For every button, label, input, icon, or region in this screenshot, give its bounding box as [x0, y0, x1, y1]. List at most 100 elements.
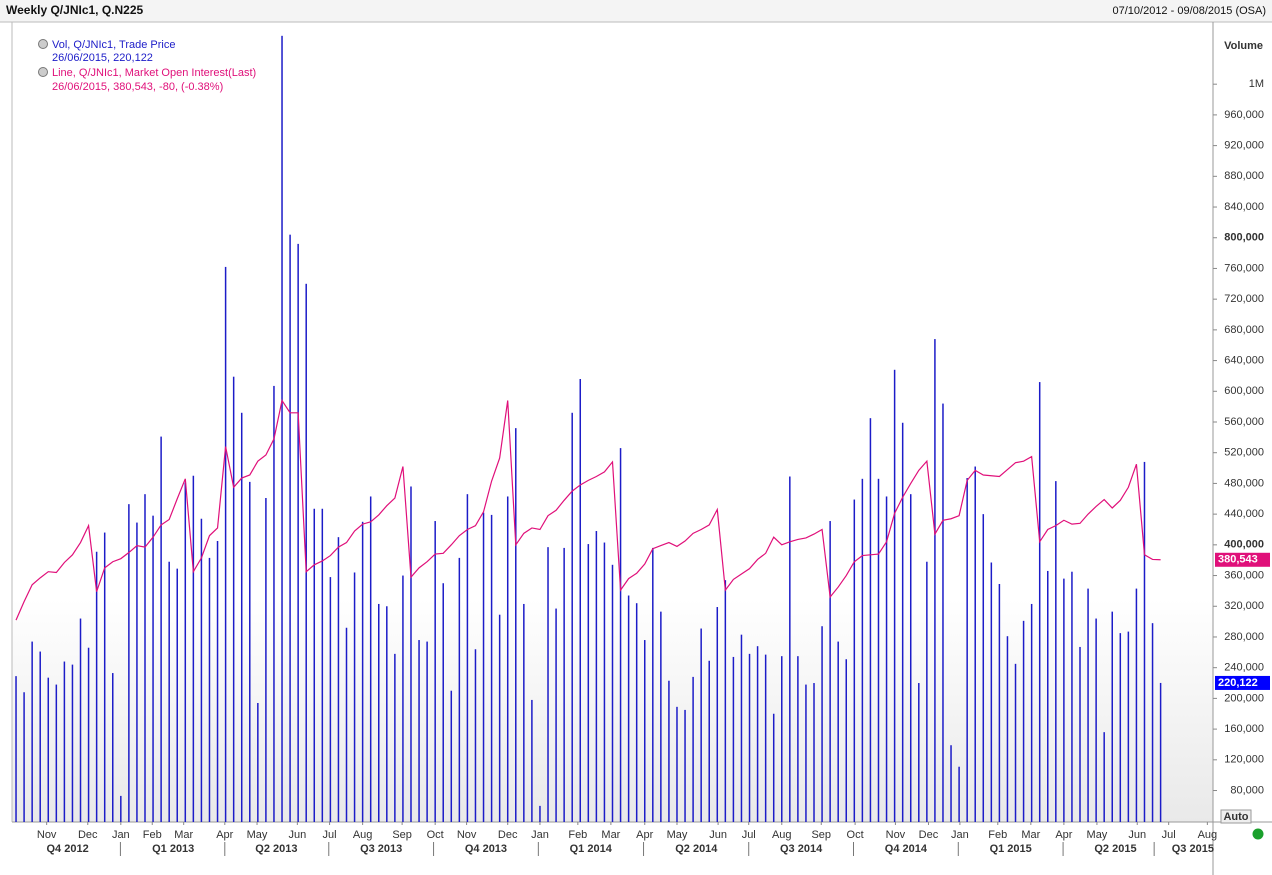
volume-bar	[353, 572, 356, 822]
volume-bar	[805, 684, 807, 822]
volume-bar	[1151, 623, 1154, 822]
volume-bar	[756, 646, 759, 822]
volume-bar	[918, 683, 920, 822]
volume-bar	[386, 606, 388, 822]
volume-bar	[208, 557, 211, 822]
volume-bar	[240, 412, 243, 822]
volume-bar	[829, 521, 831, 822]
volume-bar	[595, 531, 598, 822]
volume-bar	[547, 547, 549, 822]
y-axis-title: Volume	[1224, 40, 1263, 52]
x-tick-label: Dec	[919, 829, 939, 841]
volume-bar	[506, 496, 509, 822]
x-tick-label: May	[247, 829, 268, 841]
volume-bar	[79, 618, 82, 822]
volume-bar	[402, 575, 404, 822]
volume-bar	[63, 661, 66, 822]
auto-button[interactable]	[1220, 809, 1252, 824]
volume-bar	[257, 702, 259, 822]
volume-bar	[265, 498, 267, 822]
volume-bar	[893, 369, 896, 822]
volume-bar	[1071, 571, 1073, 822]
volume-bar	[1127, 631, 1130, 822]
y-tick-label: 160,000	[1224, 723, 1264, 735]
volume-bar	[668, 680, 670, 822]
volume-bar	[652, 547, 654, 822]
y-tick-label: 800,000	[1224, 232, 1264, 244]
quarter-label: Q4 2012	[47, 843, 89, 855]
volume-bar	[55, 684, 58, 822]
x-tick-label: Jan	[531, 829, 549, 841]
volume-bar	[643, 640, 646, 822]
volume-bar	[394, 653, 396, 822]
quarter-label: Q3 2014	[780, 843, 823, 855]
x-tick-label: Jan	[112, 829, 130, 841]
volume-bar	[71, 664, 74, 822]
legend-entry: Line, Q/JNIc1, Market Open Interest(Last…	[52, 67, 256, 79]
volume-bar	[1047, 570, 1049, 822]
y-tick-label: 360,000	[1224, 569, 1264, 581]
volume-bar	[885, 496, 888, 822]
x-tick-label: Jan	[951, 829, 969, 841]
volume-bar	[700, 628, 702, 822]
quarter-label: Q2 2015	[1094, 843, 1136, 855]
volume-bar	[112, 673, 114, 822]
x-tick-label: Feb	[988, 829, 1007, 841]
x-tick-label: Aug	[353, 829, 373, 841]
volume-bar	[249, 481, 251, 822]
volume-bar	[1079, 646, 1081, 822]
volume-bar	[797, 656, 799, 822]
volume-bar	[515, 428, 517, 822]
y-tick-label: 480,000	[1224, 477, 1264, 489]
quarter-label: Q3 2013	[360, 843, 402, 855]
volume-bar	[877, 478, 880, 822]
volume-bar	[466, 494, 469, 822]
volume-bar	[732, 656, 735, 822]
volume-bar	[23, 692, 25, 822]
quarter-label: Q4 2013	[465, 843, 507, 855]
volume-bar	[224, 266, 227, 822]
volume-bar	[708, 660, 710, 822]
volume-bar	[136, 522, 138, 822]
volume-bar	[684, 709, 686, 822]
y-tick-label: 520,000	[1224, 447, 1264, 459]
volume-bar	[482, 512, 485, 822]
y-tick-label: 320,000	[1224, 600, 1264, 612]
volume-bar	[1014, 663, 1017, 822]
volume-bar	[1022, 620, 1025, 822]
x-tick-label: Jun	[709, 829, 727, 841]
volume-bar	[160, 436, 162, 822]
volume-bar	[410, 486, 412, 822]
x-tick-label: Nov	[886, 829, 906, 841]
chart-title: Weekly Q/JNIc1, Q.N225	[6, 3, 144, 17]
volume-bar	[176, 568, 178, 822]
volume-bar	[31, 641, 33, 822]
volume-bar	[716, 607, 719, 822]
volume-bar	[345, 627, 348, 822]
volume-bar	[539, 805, 541, 822]
volume-bar	[676, 706, 678, 822]
auto-button-label[interactable]: Auto	[1223, 811, 1248, 823]
y-tick-label: 560,000	[1224, 416, 1264, 428]
x-tick-label: Nov	[457, 829, 477, 841]
volume-bar	[305, 283, 307, 823]
volume-bar	[313, 508, 316, 822]
volume-bar	[192, 475, 195, 822]
volume-bar	[337, 537, 340, 822]
last-value-box	[1215, 552, 1270, 567]
volume-bar	[216, 541, 219, 822]
volume-bar	[603, 542, 606, 822]
volume-bar	[377, 603, 380, 822]
volume-bar	[772, 713, 775, 822]
volume-bar	[434, 521, 436, 822]
volume-bar	[901, 422, 904, 822]
x-tick-label: Jun	[1128, 829, 1146, 841]
volume-bar	[555, 608, 557, 822]
legend-entry: Vol, Q/JNIc1, Trade Price	[52, 39, 176, 51]
volume-bar	[1135, 588, 1138, 822]
volume-bar	[764, 654, 767, 822]
volume-bar	[845, 659, 848, 822]
y-tick-label: 960,000	[1224, 109, 1264, 121]
x-tick-label: Jul	[1162, 829, 1176, 841]
volume-bar	[982, 514, 985, 822]
